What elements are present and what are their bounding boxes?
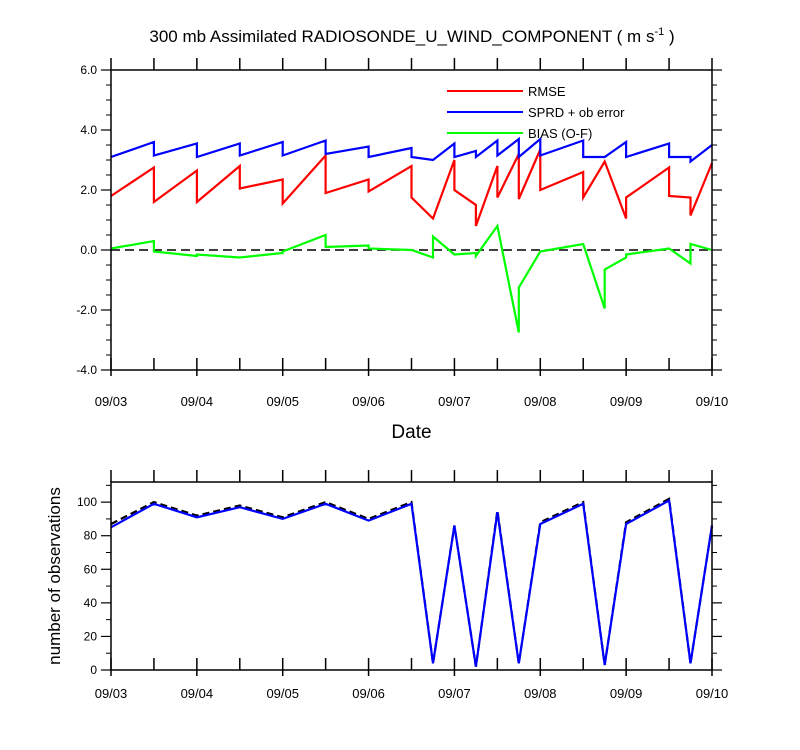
sprd-line <box>110 136 713 164</box>
top-x-tick-label: 09/08 <box>524 394 557 409</box>
bias-line <box>110 223 713 333</box>
top-x-tick-label: 09/06 <box>352 394 385 409</box>
top-x-tick-label: 09/09 <box>610 394 643 409</box>
top-x-ticks: 09/03 09/04 09/05 09/06 09/07 09/08 09/09 09/10 <box>95 58 729 409</box>
rmse-line <box>110 149 714 227</box>
chart-title: 300 mb Assimilated RADIOSONDE_U_WIND_COM… <box>149 26 674 46</box>
top-y-tick-label: -2.0 <box>76 303 97 317</box>
top-y-tick-label: 0.0 <box>80 243 97 257</box>
legend-bias-label: BIAS (O-F) <box>528 126 592 141</box>
top-legend: RMSE SPRD + ob error BIAS (O-F) <box>447 84 625 141</box>
legend-rmse-label: RMSE <box>528 84 566 99</box>
top-y-tick-label: -4.0 <box>76 363 97 377</box>
top-x-tick-label: 09/10 <box>696 394 729 409</box>
bottom-y-tick-label: 60 <box>84 562 98 576</box>
top-plot-area <box>110 136 714 333</box>
bottom-y-tick-label: 100 <box>77 495 97 509</box>
y-axis-label: number of observations <box>45 487 64 665</box>
bottom-plot-area <box>110 497 714 667</box>
top-x-tick-label: 09/04 <box>181 394 214 409</box>
bottom-y-tick-label: 80 <box>84 529 98 543</box>
bottom-x-tick-label: 09/03 <box>95 686 128 701</box>
bottom-x-tick-label: 09/07 <box>438 686 471 701</box>
bottom-panel: 09/03 09/04 09/05 09/06 09/07 09/08 09/09 09/10… <box>45 470 728 701</box>
bottom-x-ticks: 09/03 09/04 09/05 09/06 09/07 09/08 09/09 09/10 <box>95 470 729 701</box>
chart-title-end: ) <box>664 27 674 46</box>
bottom-x-tick-label: 09/05 <box>266 686 299 701</box>
top-x-tick-label: 09/07 <box>438 394 471 409</box>
bottom-y-ticks: 0 20 40 60 80 100 <box>77 484 722 677</box>
bottom-x-tick-label: 09/10 <box>696 686 729 701</box>
bottom-y-tick-label: 20 <box>84 629 98 643</box>
bottom-y-tick-label: 40 <box>84 596 98 610</box>
chart-title-sup: -1 <box>654 26 664 38</box>
obs-count-line <box>110 498 714 667</box>
bottom-x-tick-label: 09/08 <box>524 686 557 701</box>
top-y-ticks: -4.0 -2.0 0.0 2.0 4.0 6.0 <box>76 63 722 377</box>
top-y-tick-label: 6.0 <box>80 63 97 77</box>
top-x-tick-label: 09/03 <box>95 394 128 409</box>
bottom-x-tick-label: 09/09 <box>610 686 643 701</box>
bottom-x-tick-label: 09/04 <box>181 686 214 701</box>
top-y-tick-label: 2.0 <box>80 183 97 197</box>
chart-title-main: 300 mb Assimilated RADIOSONDE_U_WIND_COM… <box>149 27 654 46</box>
top-y-tick-label: 4.0 <box>80 123 97 137</box>
bottom-x-tick-label: 09/06 <box>352 686 385 701</box>
bottom-y-tick-label: 0 <box>90 663 97 677</box>
obs-count-dashed-line <box>110 497 714 667</box>
top-panel: RMSE SPRD + ob error BIAS (O-F) 09/03 09/04… <box>76 58 728 443</box>
top-x-tick-label: 09/05 <box>266 394 299 409</box>
legend-sprd-label: SPRD + ob error <box>528 105 625 120</box>
x-axis-label: Date <box>391 422 431 443</box>
